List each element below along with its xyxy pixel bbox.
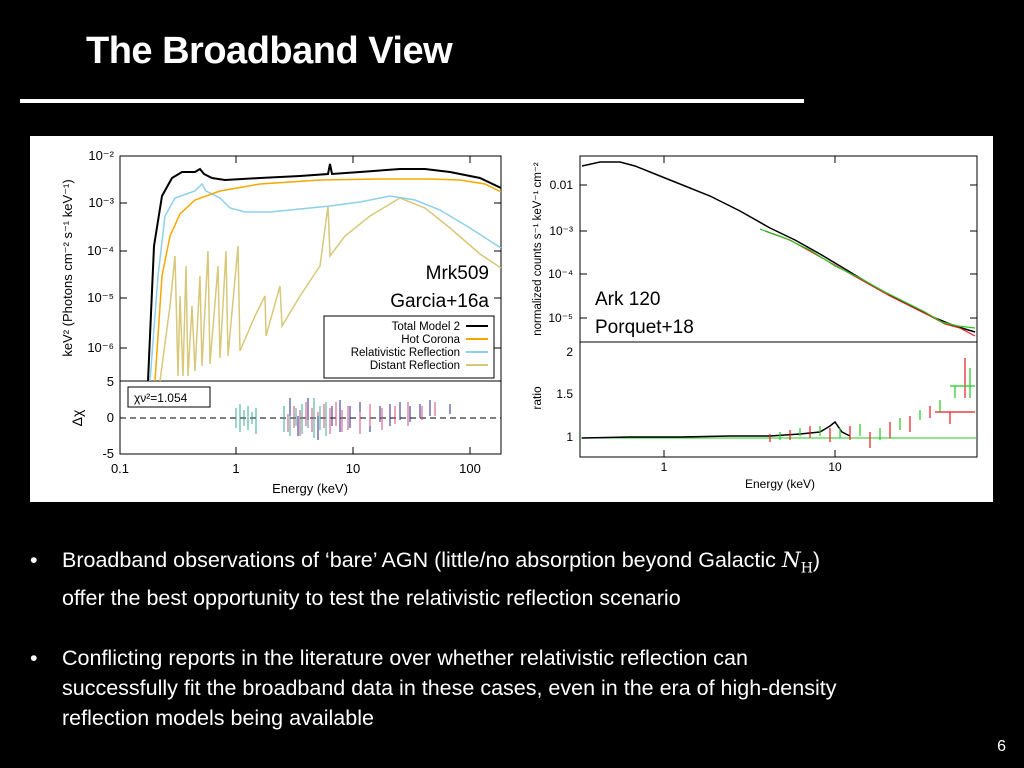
right-annotation-line1: Ark 120 <box>595 289 660 310</box>
bullet-1-line-2: offer the best opportunity to test the r… <box>62 586 681 611</box>
legend-total-model: Total Model 2 <box>392 321 460 333</box>
left-ytick-0: 10⁻² <box>88 148 114 163</box>
right-ytick-1: 10⁻³ <box>549 224 573 238</box>
left-ytick-1: 10⁻³ <box>88 195 114 210</box>
right-main-frame <box>579 155 978 343</box>
left-annotation-line1: Mrk509 <box>426 263 489 284</box>
left-relativistic-reflection-curve <box>149 182 502 382</box>
nh-symbol: NH <box>781 548 813 577</box>
left-xtick-3: 100 <box>459 461 481 476</box>
right-annotation-line2: Porquet+18 <box>595 317 694 338</box>
bullet-1-line-1: Broadband observations of ‘bare’ AGN (li… <box>62 545 1000 583</box>
left-residual-points <box>235 398 451 440</box>
left-ytick-2: 10⁻⁴ <box>87 243 114 258</box>
legend-hot-corona: Hot Corona <box>401 334 460 346</box>
left-xlabel: Energy (keV) <box>272 481 348 496</box>
left-annotation-line2: Garcia+16a <box>390 291 489 312</box>
legend-relativistic-reflection: Relativistic Reflection <box>351 347 460 359</box>
left-chisq-label: χν²=1.054 <box>134 391 188 405</box>
right-ytick-2: 10⁻⁴ <box>548 267 573 281</box>
right-ratio-ytick-0: 2 <box>566 345 573 359</box>
left-total-model-curve <box>147 163 502 382</box>
nh-base: N <box>781 548 801 573</box>
left-xtick-0: 0.1 <box>111 461 129 476</box>
right-ratio-ylabel: ratio <box>530 386 544 410</box>
right-xlabel: Energy (keV) <box>745 477 815 491</box>
right-ratio-ytick-2: 1 <box>566 430 573 444</box>
left-resid-ylabel: Δχ <box>69 409 85 426</box>
left-hot-corona-curve <box>154 178 502 382</box>
slide-title: The Broadband View <box>86 30 453 72</box>
left-resid-ytick-0: 5 <box>107 374 114 389</box>
bullet-list: • Broadband observations of ‘bare’ AGN (… <box>30 545 1000 763</box>
left-ytick-3: 10⁻⁵ <box>87 290 114 305</box>
right-ratio-ytick-1: 1.5 <box>556 387 573 401</box>
left-chisq-box <box>127 386 211 408</box>
right-ytick-0: 0.01 <box>550 178 574 192</box>
right-xtick-0: 1 <box>661 460 668 474</box>
right-ytick-3: 10⁻⁵ <box>548 311 573 325</box>
figure-panel: 10⁻² 10⁻³ 10⁻⁴ 10⁻⁵ 10⁻⁶ keV² (Photons c… <box>30 136 993 502</box>
bullet-item-1: • Broadband observations of ‘bare’ AGN (… <box>30 545 1000 613</box>
bullet-dot: • <box>30 548 38 572</box>
bullet-item-2: • Conflicting reports in the literature … <box>30 643 1000 733</box>
left-xtick-2: 10 <box>346 461 360 476</box>
right-ratio-red <box>769 358 975 448</box>
left-legend: Total Model 2 Hot Corona Relativistic Re… <box>323 315 495 379</box>
left-resid-ytick-2: -5 <box>102 446 114 461</box>
bullet-1-text-b: ) <box>812 548 821 572</box>
right-ratio-green <box>779 368 975 440</box>
right-spectrum-red <box>764 230 976 337</box>
left-distant-reflection-curve <box>159 197 502 382</box>
right-xtick-1: 10 <box>828 460 842 474</box>
right-spectrum-green <box>759 228 976 329</box>
right-plot: 0.01 10⁻³ 10⁻⁴ 10⁻⁵ normalized counts s⁻… <box>530 155 978 491</box>
bullet-2-line-2: successfully fit the broadband data in t… <box>62 676 837 701</box>
left-ytick-4: 10⁻⁶ <box>87 340 114 355</box>
page-number: 6 <box>997 738 1006 755</box>
right-ratio-frame <box>579 341 978 458</box>
bullet-2-line-1: Conflicting reports in the literature ov… <box>62 646 748 671</box>
nh-subscript: H <box>800 560 813 577</box>
bullet-dot: • <box>30 646 38 671</box>
title-underline <box>20 99 804 103</box>
legend-distant-reflection: Distant Reflection <box>370 360 460 372</box>
left-resid-ytick-1: 0 <box>107 410 114 425</box>
right-ylabel: normalized counts s⁻¹ keV⁻¹ cm⁻² <box>532 162 544 336</box>
bullet-1-text-a: Broadband observations of ‘bare’ AGN (li… <box>62 548 782 572</box>
bullet-2-line-3: reflection models being available <box>62 706 374 731</box>
left-plot: 10⁻² 10⁻³ 10⁻⁴ 10⁻⁵ 10⁻⁶ keV² (Photons c… <box>60 148 502 496</box>
left-ylabel: keV² (Photons cm⁻² s⁻¹ keV⁻¹) <box>60 179 75 356</box>
left-xtick-1: 1 <box>232 461 239 476</box>
